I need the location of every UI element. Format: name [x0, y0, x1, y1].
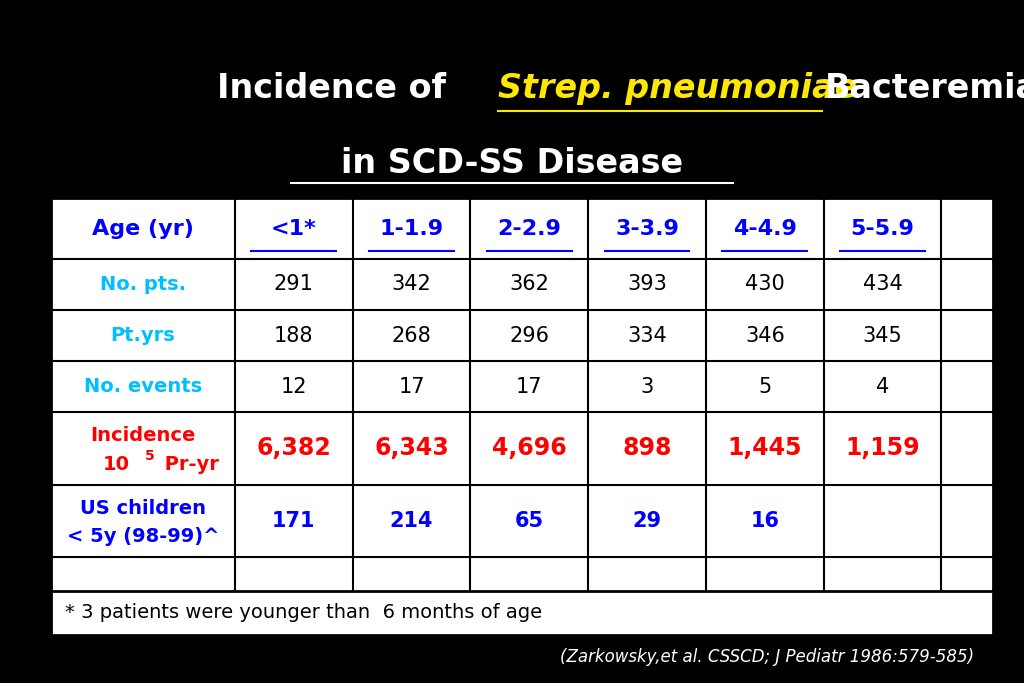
- Text: 3-3.9: 3-3.9: [615, 219, 679, 238]
- Text: (Zarkowsky,et al. CSSCD; J Pediatr 1986:579-585): (Zarkowsky,et al. CSSCD; J Pediatr 1986:…: [560, 648, 975, 667]
- Text: US children: US children: [80, 499, 206, 518]
- Text: Incidence of: Incidence of: [217, 72, 446, 105]
- Text: Newborn Screening for SCD: Newborn Screening for SCD: [208, 7, 816, 44]
- Text: 10: 10: [103, 455, 130, 473]
- Text: 342: 342: [391, 275, 431, 294]
- Text: 291: 291: [273, 275, 313, 294]
- Text: 17: 17: [398, 376, 425, 397]
- Text: Age (yr): Age (yr): [92, 219, 194, 238]
- Text: 1,445: 1,445: [728, 436, 802, 460]
- Text: 434: 434: [862, 275, 902, 294]
- Text: 6,382: 6,382: [256, 436, 331, 460]
- Text: No. pts.: No. pts.: [100, 275, 186, 294]
- Text: 5: 5: [758, 376, 771, 397]
- Text: 3: 3: [640, 376, 653, 397]
- Text: 1-1.9: 1-1.9: [380, 219, 443, 238]
- Text: 362: 362: [509, 275, 549, 294]
- Text: 6,343: 6,343: [374, 436, 449, 460]
- Text: 296: 296: [509, 326, 549, 346]
- Text: 16: 16: [751, 511, 779, 531]
- Text: 268: 268: [391, 326, 431, 346]
- Text: 29: 29: [633, 511, 662, 531]
- Text: * 3 patients were younger than  6 months of age: * 3 patients were younger than 6 months …: [66, 604, 543, 622]
- Text: 334: 334: [627, 326, 667, 346]
- Text: 214: 214: [390, 511, 433, 531]
- Text: in SCD-SS Disease: in SCD-SS Disease: [341, 148, 683, 180]
- Text: Pt.yrs: Pt.yrs: [111, 326, 175, 345]
- Text: 345: 345: [862, 326, 902, 346]
- Text: Strep. pneumoniae: Strep. pneumoniae: [498, 72, 857, 105]
- Text: 346: 346: [744, 326, 784, 346]
- Text: 1,159: 1,159: [845, 436, 920, 460]
- Text: Bacteremia: Bacteremia: [825, 72, 1024, 105]
- Text: 17: 17: [516, 376, 543, 397]
- Text: 898: 898: [623, 436, 672, 460]
- Text: 393: 393: [627, 275, 667, 294]
- Text: 171: 171: [272, 511, 315, 531]
- Text: 430: 430: [744, 275, 784, 294]
- Text: 4-4.9: 4-4.9: [733, 219, 797, 238]
- Text: < 5y (98-99)^: < 5y (98-99)^: [67, 527, 219, 546]
- Text: 5-5.9: 5-5.9: [851, 219, 914, 238]
- Text: Pr-yr: Pr-yr: [158, 455, 218, 473]
- Text: 4: 4: [876, 376, 889, 397]
- Text: Incidence: Incidence: [90, 426, 196, 445]
- Text: 65: 65: [515, 511, 544, 531]
- Text: 4,696: 4,696: [492, 436, 566, 460]
- Text: No. events: No. events: [84, 377, 202, 396]
- Text: 12: 12: [281, 376, 307, 397]
- Text: 5: 5: [144, 449, 155, 462]
- Text: 2-2.9: 2-2.9: [498, 219, 561, 238]
- Text: <1*: <1*: [271, 219, 316, 238]
- Text: 188: 188: [274, 326, 313, 346]
